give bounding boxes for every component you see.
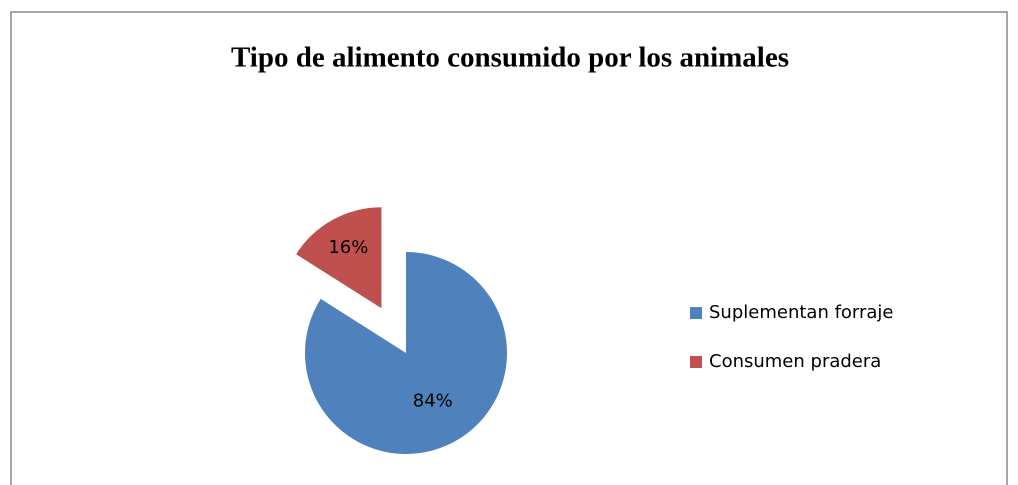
chart-frame	[10, 11, 1008, 485]
pie-slice	[296, 207, 382, 309]
data-label: 84%	[413, 391, 453, 412]
chart-title: Tipo de alimento consumido por los anima…	[231, 42, 789, 74]
data-label: 16%	[328, 237, 368, 258]
legend-swatch	[690, 307, 702, 319]
legend-label: Suplementan forraje	[709, 302, 894, 323]
legend-label: Consumen pradera	[709, 351, 881, 372]
pie-slice	[305, 252, 507, 454]
legend-swatch	[690, 356, 702, 368]
